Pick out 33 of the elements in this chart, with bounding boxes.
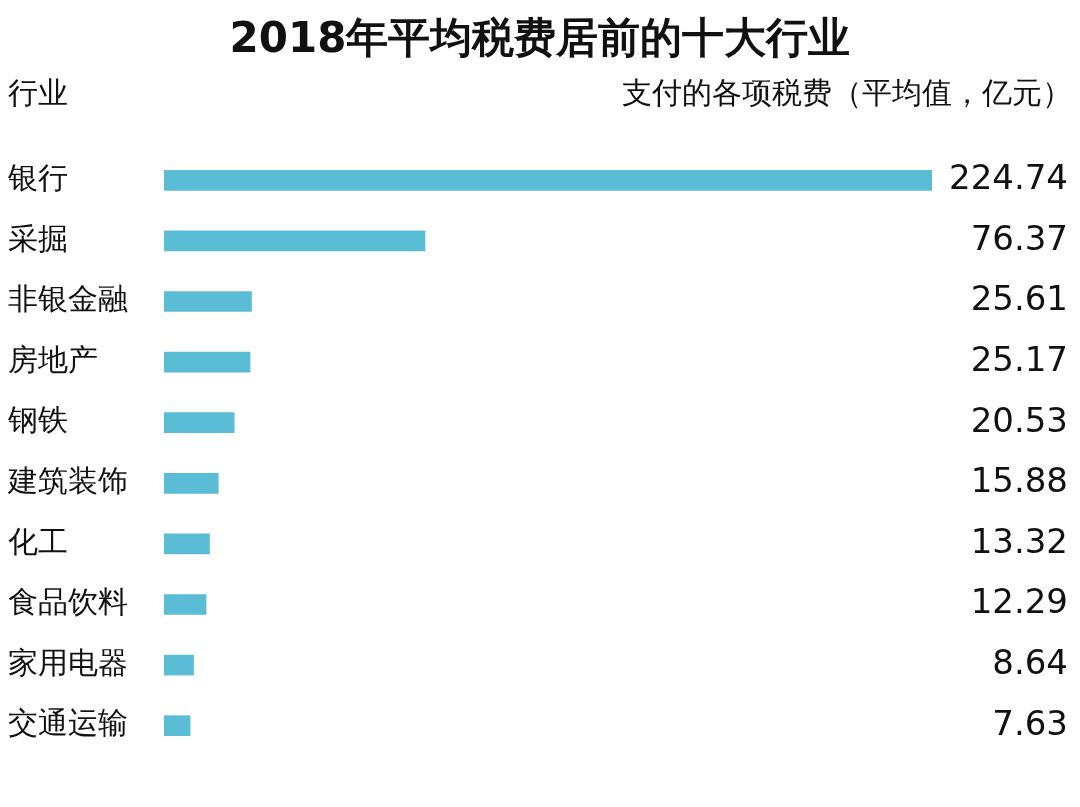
data-label: 13.32 bbox=[970, 520, 1068, 561]
y-tick-label: 银行 bbox=[7, 160, 68, 196]
y-tick-label: 家用电器 bbox=[8, 644, 128, 680]
y-tick-label: 非银金融 bbox=[8, 281, 128, 317]
data-label: 8.64 bbox=[992, 641, 1068, 682]
bar bbox=[164, 715, 191, 737]
data-label: 12.29 bbox=[970, 581, 1068, 622]
data-label: 25.61 bbox=[970, 278, 1068, 319]
y-tick-label: 采掘 bbox=[8, 220, 68, 256]
bar bbox=[164, 291, 252, 312]
data-label: 15.88 bbox=[970, 460, 1068, 501]
y-tick-label: 食品饮料 bbox=[8, 584, 128, 620]
data-label: 25.17 bbox=[970, 338, 1068, 379]
chart-title: 2018年平均税费居前的十大行业 bbox=[228, 12, 852, 64]
data-label: 76.37 bbox=[970, 217, 1068, 258]
bar bbox=[164, 654, 194, 676]
bar bbox=[164, 594, 207, 615]
data-label: 7.63 bbox=[992, 702, 1068, 743]
y-tick-label: 建筑装饰 bbox=[7, 463, 128, 499]
y-tick-label: 交通运输 bbox=[8, 705, 128, 741]
y-tick-label: 房地产 bbox=[8, 341, 98, 377]
bar bbox=[164, 412, 235, 434]
bar bbox=[164, 472, 219, 494]
bar bbox=[164, 533, 210, 555]
y-tick-label: 钢铁 bbox=[7, 402, 68, 438]
data-label: 224.74 bbox=[949, 157, 1068, 198]
y-tick-label: 化工 bbox=[8, 523, 68, 559]
bar bbox=[164, 169, 932, 191]
data-label: 20.53 bbox=[970, 399, 1068, 440]
y-axis-title: 行业 bbox=[8, 74, 68, 112]
bar bbox=[164, 351, 251, 373]
bar bbox=[164, 230, 426, 252]
x-axis-title: 支付的各项税费（平均值，亿元） bbox=[622, 74, 1072, 112]
